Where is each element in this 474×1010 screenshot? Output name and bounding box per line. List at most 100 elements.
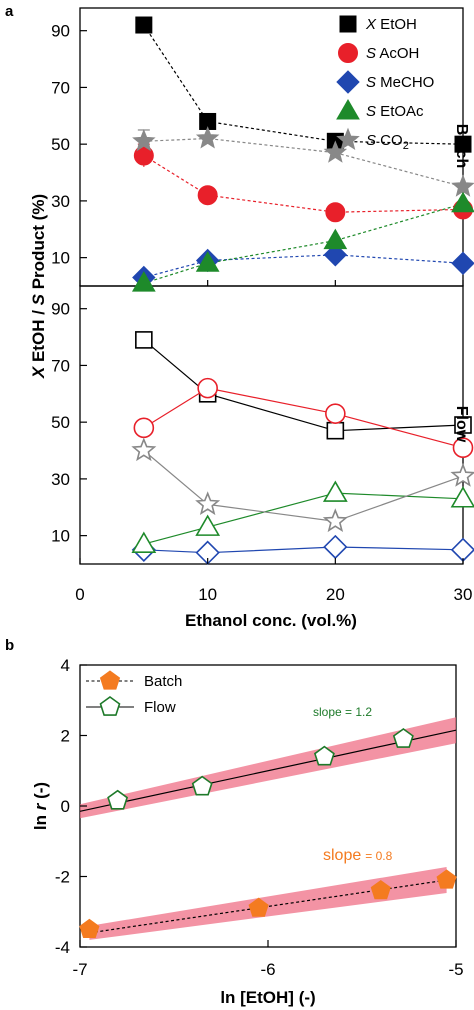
batch-confidence-band [89, 867, 447, 940]
legend-triangle-marker [336, 99, 360, 120]
batch-point [436, 869, 457, 889]
b-y-tick-label: -2 [55, 868, 70, 887]
b-x-tick-label: -6 [260, 960, 275, 979]
batch-side-label: Batch [453, 124, 470, 168]
panel-b-x-axis-title: ln [EtOH] (-) [220, 988, 315, 1007]
panel-a-x-axis-title: Ethanol conc. (vol.%) [185, 611, 357, 630]
y-tick-label: 10 [51, 249, 70, 268]
batch-x-etoh-point [454, 135, 472, 153]
flow-s-mecho-point [323, 534, 348, 560]
panel-b-legend: Batch Flow [86, 670, 182, 716]
x-tick-label: 20 [326, 585, 345, 604]
flow-s-etoac-point [195, 514, 221, 536]
y-tick-label: 70 [51, 356, 70, 375]
legend-flow-label: Flow [144, 699, 176, 716]
batch-s-mecho-line [143, 254, 464, 279]
b-y-tick-label: -4 [55, 938, 70, 957]
legend-item-3: S EtOAc [366, 103, 424, 120]
legend-item-1: S AcOH [366, 45, 419, 62]
flow-point [107, 789, 129, 810]
legend-flow-marker [99, 696, 121, 716]
legend-item-0: X EtOH [365, 16, 417, 33]
flow-point [313, 745, 335, 766]
flow-x-etoh-point [454, 416, 472, 434]
flow-x-etoh-point [326, 421, 345, 440]
flow-s-etoac-point [322, 480, 348, 502]
panel-b-y-axis-title: ln r (-) [31, 782, 50, 830]
batch-s-co2-point [451, 174, 474, 197]
batch-s-etoac-line [143, 203, 464, 284]
batch-s-acoh-line [143, 154, 464, 213]
legend-square-marker [339, 15, 357, 33]
y-tick-label: 50 [51, 135, 70, 154]
batch-s-etoac-point [131, 271, 156, 292]
batch-s-etoac-point [323, 228, 348, 250]
x-tick-label: 30 [454, 585, 473, 604]
legend-circle-marker [338, 43, 358, 63]
panel-b-plot [79, 717, 457, 940]
legend-batch-marker [99, 670, 121, 690]
flow-s-co2-line [143, 450, 464, 523]
flow-x-etoh-line [143, 339, 464, 432]
y-tick-label: 30 [51, 470, 70, 489]
batch-point [79, 918, 100, 938]
flow-s-etoac-point [450, 486, 474, 508]
legend-item-4: S CO2 [366, 132, 409, 152]
flow-s-acoh-point [133, 417, 155, 439]
b-y-tick-label: 2 [61, 727, 70, 746]
y-tick-label: 90 [51, 300, 70, 319]
batch-slope-word: slope [323, 847, 361, 864]
panel-a-axes: 0 10 20 30 10 30 50 70 90 10 30 50 70 90 [51, 22, 472, 604]
batch-s-co2-line [143, 137, 464, 188]
flow-s-co2-point [131, 437, 157, 462]
batch-s-acoh-point [325, 202, 346, 223]
batch-s-acoh-point [133, 145, 154, 166]
b-y-tick-label: 0 [61, 797, 70, 816]
flow-s-co2-point [450, 462, 474, 487]
panel-a-y-axis-title: X EtOH / S Product (%) [29, 194, 48, 379]
flow-s-etoac-point [131, 531, 157, 553]
flow-s-mecho-line [143, 546, 464, 554]
batch-s-co2-point [132, 128, 156, 152]
y-tick-label: 90 [51, 22, 70, 41]
batch-s-co2-point [323, 140, 348, 163]
flow-s-mecho-point [450, 537, 474, 562]
panel-a-letter: a [5, 3, 14, 20]
flow-point [191, 775, 213, 796]
flow-slope-annotation: slope = 1.2 [313, 705, 372, 719]
legend-batch-label: Batch [144, 673, 182, 690]
flow-s-co2-point [195, 491, 221, 516]
y-tick-label: 70 [51, 78, 70, 97]
batch-s-acoh-point [197, 185, 218, 206]
flow-s-acoh-point [197, 377, 218, 399]
flow-side-label: Flow [453, 406, 470, 443]
batch-point [248, 897, 269, 917]
flow-s-etoac-line [143, 492, 464, 545]
y-tick-label: 30 [51, 192, 70, 211]
b-x-tick-label: -7 [72, 960, 87, 979]
flow-confidence-band [80, 717, 456, 819]
legend-star-marker [336, 127, 360, 150]
batch-x-etoh-point [135, 16, 153, 34]
b-y-tick-label: 4 [61, 656, 70, 675]
x-tick-label: 0 [75, 585, 84, 604]
b-x-tick-label: -5 [448, 960, 463, 979]
batch-slope-value: = 0.8 [365, 849, 392, 863]
batch-s-mecho-point [323, 243, 348, 267]
flow-point [392, 728, 414, 748]
batch-point [370, 879, 391, 900]
y-tick-label: 10 [51, 527, 70, 546]
batch-s-etoac-point [195, 251, 220, 272]
batch-slope-annotation: slope = 0.8 [323, 847, 393, 864]
panel-a-legend: X EtOH S AcOH S MeCHO S EtOAc S CO2 [336, 15, 434, 152]
flow-s-acoh-point [452, 437, 474, 458]
x-tick-label: 10 [198, 585, 217, 604]
y-tick-label: 50 [51, 413, 70, 432]
flow-s-co2-point [322, 508, 348, 533]
flow-x-etoh-point [135, 331, 153, 349]
batch-s-co2-point [195, 126, 220, 149]
flow-s-acoh-line [143, 387, 464, 449]
batch-s-mecho-point [451, 251, 474, 276]
panel-a-batch-plot [131, 16, 474, 292]
